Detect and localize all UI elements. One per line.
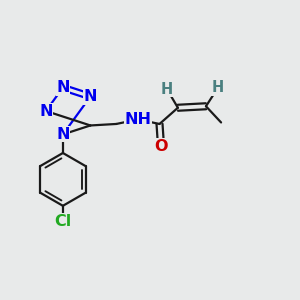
Text: H: H <box>212 80 224 95</box>
Text: N: N <box>56 80 70 95</box>
Text: NH: NH <box>124 112 152 127</box>
Text: O: O <box>154 139 168 154</box>
Text: Cl: Cl <box>54 214 71 229</box>
Text: N: N <box>39 103 53 118</box>
Text: N: N <box>84 89 97 104</box>
Text: H: H <box>161 82 173 97</box>
Text: N: N <box>56 127 70 142</box>
